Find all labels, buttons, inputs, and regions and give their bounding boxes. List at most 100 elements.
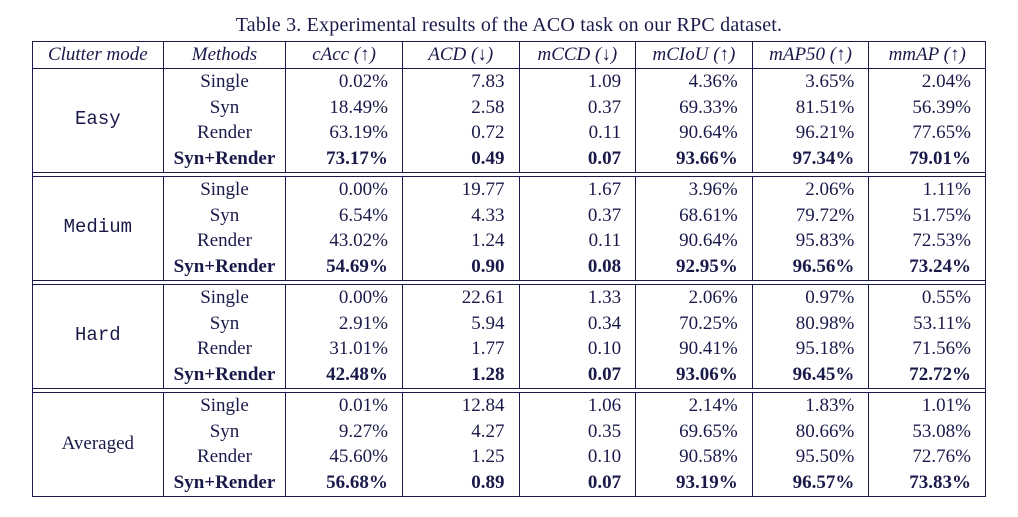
table-caption: Table 3. Experimental results of the ACO… <box>32 14 986 37</box>
method-cell: Syn+Render <box>163 146 286 172</box>
value-cell: 4.33 <box>402 203 519 229</box>
value-cell: 97.34% <box>752 146 869 172</box>
value-cell: 2.58 <box>402 95 519 121</box>
value-cell: 0.07 <box>519 470 636 496</box>
value-cell: 93.19% <box>636 470 753 496</box>
value-cell: 71.56% <box>869 336 986 362</box>
value-cell: 0.00% <box>286 284 403 310</box>
value-cell: 51.75% <box>869 203 986 229</box>
table-row: MediumSingle0.00%19.771.673.96%2.06%1.11… <box>33 176 986 202</box>
value-cell: 2.04% <box>869 68 986 94</box>
value-cell: 0.37 <box>519 203 636 229</box>
table-row: Render43.02%1.240.1190.64%95.83%72.53% <box>33 228 986 254</box>
value-cell: 0.90 <box>402 254 519 280</box>
value-cell: 0.00% <box>286 176 403 202</box>
value-cell: 95.83% <box>752 228 869 254</box>
value-cell: 95.50% <box>752 444 869 470</box>
method-cell: Render <box>163 336 286 362</box>
method-cell: Syn+Render <box>163 254 286 280</box>
table-body: EasySingle0.02%7.831.094.36%3.65%2.04%Sy… <box>33 68 986 496</box>
table-row: Render45.60%1.250.1090.58%95.50%72.76% <box>33 444 986 470</box>
clutter-mode-cell: Averaged <box>33 392 164 496</box>
value-cell: 1.11% <box>869 176 986 202</box>
method-cell: Render <box>163 120 286 146</box>
value-cell: 4.36% <box>636 68 753 94</box>
col-metric-5: mmAP (↑) <box>869 42 986 69</box>
value-cell: 2.91% <box>286 311 403 337</box>
value-cell: 43.02% <box>286 228 403 254</box>
method-cell: Syn <box>163 419 286 445</box>
value-cell: 0.35 <box>519 419 636 445</box>
value-cell: 80.98% <box>752 311 869 337</box>
value-cell: 68.61% <box>636 203 753 229</box>
value-cell: 0.10 <box>519 444 636 470</box>
col-metric-4: mAP50 (↑) <box>752 42 869 69</box>
table-row: Syn18.49%2.580.3769.33%81.51%56.39% <box>33 95 986 121</box>
table-row: Syn+Render54.69%0.900.0892.95%96.56%73.2… <box>33 254 986 280</box>
col-methods: Methods <box>163 42 286 69</box>
value-cell: 1.06 <box>519 392 636 418</box>
method-cell: Single <box>163 68 286 94</box>
value-cell: 63.19% <box>286 120 403 146</box>
col-clutter-mode: Clutter mode <box>33 42 164 69</box>
value-cell: 96.21% <box>752 120 869 146</box>
value-cell: 80.66% <box>752 419 869 445</box>
value-cell: 12.84 <box>402 392 519 418</box>
value-cell: 72.76% <box>869 444 986 470</box>
value-cell: 79.72% <box>752 203 869 229</box>
method-cell: Render <box>163 444 286 470</box>
value-cell: 95.18% <box>752 336 869 362</box>
value-cell: 0.01% <box>286 392 403 418</box>
value-cell: 53.11% <box>869 311 986 337</box>
value-cell: 1.25 <box>402 444 519 470</box>
value-cell: 0.34 <box>519 311 636 337</box>
value-cell: 56.39% <box>869 95 986 121</box>
value-cell: 22.61 <box>402 284 519 310</box>
value-cell: 7.83 <box>402 68 519 94</box>
value-cell: 0.49 <box>402 146 519 172</box>
value-cell: 4.27 <box>402 419 519 445</box>
value-cell: 0.07 <box>519 146 636 172</box>
value-cell: 56.68% <box>286 470 403 496</box>
col-metric-1: ACD (↓) <box>402 42 519 69</box>
value-cell: 3.65% <box>752 68 869 94</box>
clutter-mode-cell: Hard <box>33 284 164 388</box>
value-cell: 81.51% <box>752 95 869 121</box>
value-cell: 90.64% <box>636 228 753 254</box>
results-table: Clutter mode Methods cAcc (↑) ACD (↓) mC… <box>32 41 986 497</box>
value-cell: 42.48% <box>286 362 403 388</box>
table-row: Syn+Render56.68%0.890.0793.19%96.57%73.8… <box>33 470 986 496</box>
value-cell: 0.07 <box>519 362 636 388</box>
value-cell: 73.24% <box>869 254 986 280</box>
value-cell: 0.37 <box>519 95 636 121</box>
value-cell: 96.56% <box>752 254 869 280</box>
value-cell: 2.14% <box>636 392 753 418</box>
value-cell: 77.65% <box>869 120 986 146</box>
value-cell: 1.28 <box>402 362 519 388</box>
value-cell: 1.77 <box>402 336 519 362</box>
value-cell: 73.83% <box>869 470 986 496</box>
value-cell: 9.27% <box>286 419 403 445</box>
value-cell: 69.33% <box>636 95 753 121</box>
value-cell: 96.57% <box>752 470 869 496</box>
table-row: HardSingle0.00%22.611.332.06%0.97%0.55% <box>33 284 986 310</box>
value-cell: 1.01% <box>869 392 986 418</box>
value-cell: 90.64% <box>636 120 753 146</box>
value-cell: 31.01% <box>286 336 403 362</box>
col-metric-3: mCIoU (↑) <box>636 42 753 69</box>
value-cell: 90.41% <box>636 336 753 362</box>
value-cell: 79.01% <box>869 146 986 172</box>
value-cell: 0.89 <box>402 470 519 496</box>
table-row: Syn2.91%5.940.3470.25%80.98%53.11% <box>33 311 986 337</box>
value-cell: 93.06% <box>636 362 753 388</box>
value-cell: 0.08 <box>519 254 636 280</box>
value-cell: 0.02% <box>286 68 403 94</box>
value-cell: 0.97% <box>752 284 869 310</box>
value-cell: 0.11 <box>519 120 636 146</box>
value-cell: 90.58% <box>636 444 753 470</box>
value-cell: 1.83% <box>752 392 869 418</box>
value-cell: 0.10 <box>519 336 636 362</box>
value-cell: 3.96% <box>636 176 753 202</box>
clutter-mode-cell: Easy <box>33 68 164 172</box>
value-cell: 6.54% <box>286 203 403 229</box>
